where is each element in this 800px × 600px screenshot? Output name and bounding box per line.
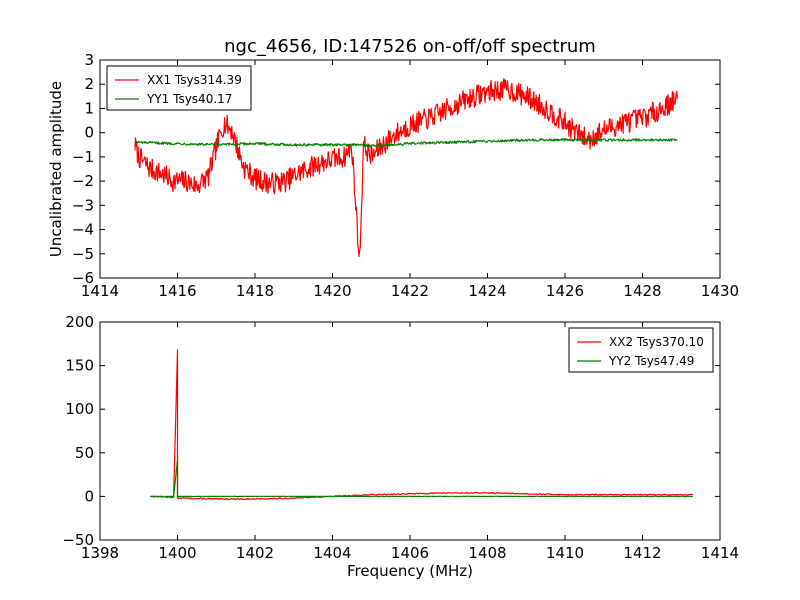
x-tick-label: 1398 [81, 544, 119, 562]
series-line-2 [150, 459, 693, 498]
x-tick-label: 1422 [391, 282, 429, 300]
legend: XX2 Tsys370.10 YY2 Tsys47.49 [568, 327, 714, 373]
x-tick-label: 1414 [81, 282, 119, 300]
legend-label: YY2 Tsys47.49 [608, 354, 694, 368]
x-tick-label: 1414 [701, 544, 739, 562]
series-line-1 [150, 349, 694, 501]
y-tick-label: −3 [72, 196, 94, 214]
x-axis-label: Frequency (MHz) [347, 562, 473, 580]
y-tick-label: 0 [84, 124, 94, 142]
x-tick-label: 1402 [236, 544, 274, 562]
y-tick-label: −6 [72, 269, 94, 287]
series-line-1 [134, 78, 678, 257]
y-tick-label: −4 [72, 221, 94, 239]
x-tick-label: 1406 [391, 544, 429, 562]
plot-area [134, 78, 678, 257]
x-tick-label: 1424 [468, 282, 506, 300]
y-tick-label: −5 [72, 245, 94, 263]
x-tick-label: 1420 [313, 282, 351, 300]
y-axis-label: Uncalibrated amplitude [47, 81, 65, 257]
bottom-spectrum-chart: 1398 1400 1402 1404 1406 1408 1410 1412 1414 200 1… [62, 313, 739, 580]
legend-box [106, 65, 252, 111]
legend: XX1 Tsys314.39 YY1 Tsys40.17 [106, 65, 252, 111]
y-tick-label: 200 [65, 313, 94, 331]
y-tick-label: 50 [75, 444, 94, 462]
y-tick-label: 100 [65, 400, 94, 418]
x-tick-label: 1400 [158, 544, 196, 562]
chart-title: ngc_4656, ID:147526 on-off/off spectrum [224, 36, 596, 57]
legend-box [568, 327, 714, 373]
x-tick-label: 1404 [313, 544, 351, 562]
series-line-2 [134, 138, 678, 148]
y-tick-label: −1 [72, 148, 94, 166]
x-tick-label: 1428 [623, 282, 661, 300]
y-tick-label: 0 [84, 487, 94, 505]
x-tick-label: 1410 [546, 544, 584, 562]
y-tick-label: −2 [72, 172, 94, 190]
top-spectrum-chart: 1414 1416 1418 1420 1422 1424 1426 1428 1430 3 2 1 0… [47, 36, 739, 300]
y-tick-label: −50 [62, 531, 94, 549]
plot-area [150, 349, 694, 501]
x-tick-label: 1412 [623, 544, 661, 562]
x-tick-label: 1416 [158, 282, 196, 300]
legend-label: XX2 Tsys370.10 [609, 335, 704, 349]
x-tick-label: 1418 [236, 282, 274, 300]
x-tick-label: 1430 [701, 282, 739, 300]
y-tick-label: 2 [84, 75, 94, 93]
y-tick-label: 3 [84, 51, 94, 69]
legend-label: YY1 Tsys40.17 [146, 92, 232, 106]
y-tick-label: 150 [65, 357, 94, 375]
legend-label: XX1 Tsys314.39 [147, 73, 242, 87]
x-tick-label: 1426 [546, 282, 584, 300]
y-tick-label: 1 [84, 99, 94, 117]
x-tick-label: 1408 [468, 544, 506, 562]
